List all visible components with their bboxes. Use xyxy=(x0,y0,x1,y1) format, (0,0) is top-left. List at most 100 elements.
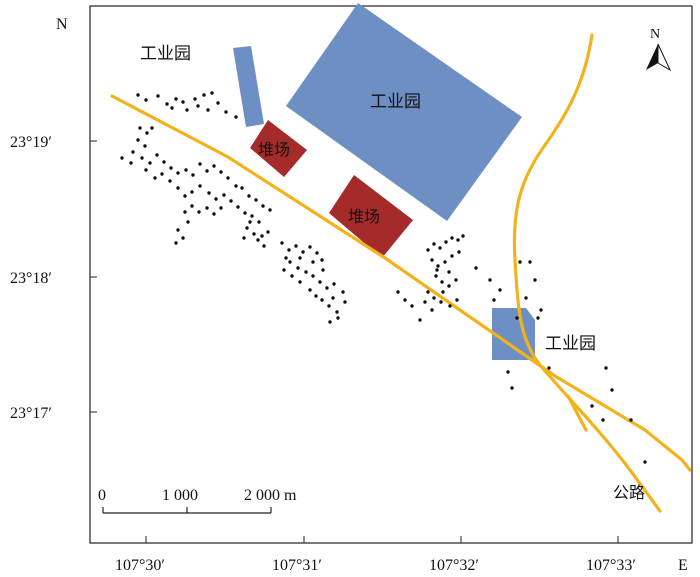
sample-point xyxy=(450,254,454,258)
sample-point xyxy=(260,234,264,238)
sample-point xyxy=(335,310,339,314)
sample-point xyxy=(432,242,436,246)
sample-points xyxy=(120,91,647,464)
storage-yard-upper xyxy=(250,120,307,177)
sample-point xyxy=(410,304,414,308)
sample-point xyxy=(434,274,438,278)
sample-point xyxy=(506,370,510,374)
industrial-park-label-1: 工业园 xyxy=(140,44,191,64)
sample-point xyxy=(254,198,258,202)
sample-point xyxy=(301,250,305,254)
sample-point xyxy=(610,388,614,392)
lat-tick-marks xyxy=(90,140,97,413)
sample-point xyxy=(198,162,202,166)
sample-point xyxy=(181,236,185,240)
sample-point xyxy=(229,199,233,203)
sample-point xyxy=(169,166,173,170)
road-curved xyxy=(512,33,662,513)
sample-point xyxy=(240,186,244,190)
sample-point xyxy=(314,294,318,298)
sample-point xyxy=(315,251,319,255)
sample-point xyxy=(296,266,300,270)
sample-point xyxy=(423,300,427,304)
storage-yard-lower xyxy=(329,175,413,258)
sample-point xyxy=(262,244,266,248)
sample-point xyxy=(604,366,608,370)
sample-point xyxy=(174,241,178,245)
sample-point xyxy=(248,220,252,224)
sample-point xyxy=(242,236,246,240)
sample-point xyxy=(403,298,407,302)
sample-point xyxy=(143,144,147,148)
sample-point xyxy=(129,161,133,165)
lat-label-2: 23°18′ xyxy=(10,270,52,287)
sample-point xyxy=(176,228,180,232)
sample-point xyxy=(136,93,140,97)
sample-point xyxy=(160,172,164,176)
sample-point xyxy=(212,212,216,216)
sample-point xyxy=(165,102,169,106)
sample-point xyxy=(155,153,159,157)
sample-point xyxy=(533,278,537,282)
sample-point xyxy=(243,211,247,215)
sample-point xyxy=(205,169,209,173)
sample-point xyxy=(320,298,324,302)
sample-point xyxy=(450,236,454,240)
sample-point xyxy=(311,274,315,278)
sample-point xyxy=(327,304,331,308)
sample-point xyxy=(308,288,312,292)
sample-point xyxy=(336,316,340,320)
north-arrow-icon xyxy=(646,44,658,70)
corner-label-e: E xyxy=(678,557,688,574)
sample-point xyxy=(190,190,194,194)
north-arrow-icon-half xyxy=(657,43,672,72)
sample-point xyxy=(418,318,422,322)
sample-point xyxy=(156,94,160,98)
scale-label-2000: 2 000 m xyxy=(244,487,297,504)
sample-point xyxy=(282,268,286,272)
sample-point xyxy=(193,97,197,101)
industrial-park-label-2: 工业园 xyxy=(370,92,421,112)
sample-point xyxy=(430,258,434,262)
sample-point xyxy=(210,91,214,95)
north-arrow-label: N xyxy=(650,27,660,42)
sample-point xyxy=(492,298,496,302)
sample-point xyxy=(226,176,230,180)
sample-point xyxy=(629,418,633,422)
sample-point xyxy=(214,197,218,201)
sample-point xyxy=(308,245,312,249)
lon-label-2: 107°31′ xyxy=(272,557,322,574)
sample-point xyxy=(252,232,256,236)
sample-point xyxy=(184,168,188,172)
sample-point xyxy=(396,290,400,294)
sample-point xyxy=(287,248,291,252)
industrial-park-large xyxy=(286,3,522,221)
sample-point xyxy=(280,241,284,245)
sample-point xyxy=(197,210,201,214)
sample-point xyxy=(234,184,238,188)
sample-point xyxy=(198,184,202,188)
sample-point xyxy=(148,161,152,165)
sample-point xyxy=(510,386,514,390)
industrial-parks xyxy=(233,3,535,360)
sample-point xyxy=(536,316,540,320)
sample-point xyxy=(183,210,187,214)
storage-yard-label-1: 堆场 xyxy=(258,140,290,159)
sample-point xyxy=(547,366,551,370)
sample-point xyxy=(474,266,478,270)
lon-label-3: 107°32′ xyxy=(429,557,479,574)
map-frame xyxy=(89,5,693,544)
sample-point xyxy=(136,138,140,142)
sample-point xyxy=(436,264,440,268)
sample-point xyxy=(268,208,272,212)
sample-point xyxy=(426,290,430,294)
sample-point xyxy=(190,204,194,208)
lon-label-1: 107°30′ xyxy=(115,557,165,574)
corner-label-n: N xyxy=(56,16,68,33)
sample-point xyxy=(304,270,308,274)
sample-point xyxy=(441,290,445,294)
sample-point xyxy=(174,97,178,101)
sample-point xyxy=(168,179,172,183)
sample-point xyxy=(288,260,292,264)
